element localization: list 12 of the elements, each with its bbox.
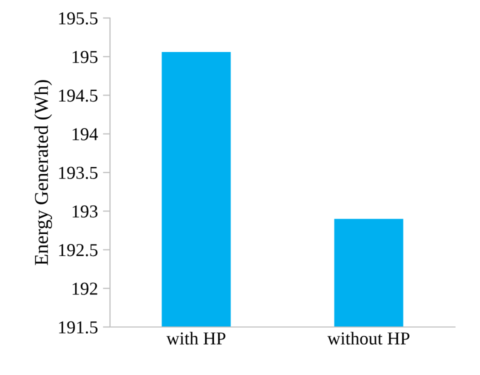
x-tick-label: with HP bbox=[166, 332, 226, 345]
y-tick-label: 195.5 bbox=[59, 12, 98, 25]
y-tick-label: 194 bbox=[72, 128, 98, 140]
x-tick-label: without HP bbox=[327, 332, 410, 345]
y-tick-label: 194.5 bbox=[59, 90, 98, 102]
y-tick-label: 195 bbox=[72, 50, 98, 64]
y-tick-label: 191.5 bbox=[59, 321, 98, 334]
y-tick-label: 192 bbox=[72, 282, 98, 295]
y-tick-label: 193 bbox=[72, 205, 98, 218]
y-tick-label: 192.5 bbox=[59, 244, 98, 256]
y-tick-label: 193.5 bbox=[59, 166, 98, 180]
y-axis-title: Energy Generated (Wh) bbox=[34, 80, 52, 266]
